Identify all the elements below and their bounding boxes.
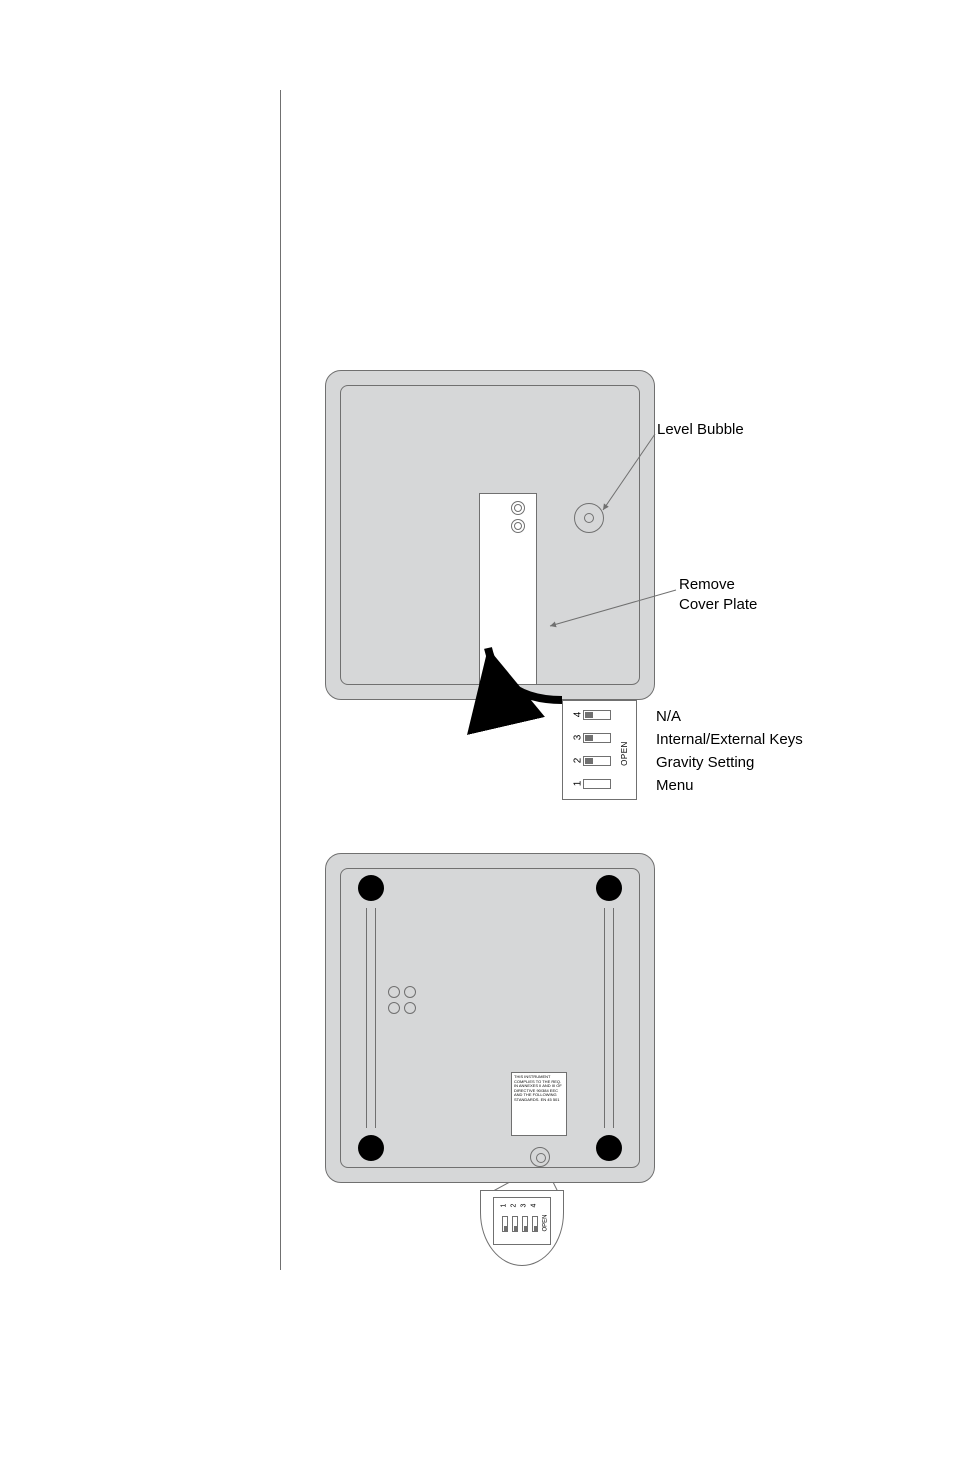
dip-number: 1 xyxy=(501,1202,508,1210)
diagram-top-panel xyxy=(325,370,655,700)
page-divider xyxy=(280,90,281,1270)
dip-switch-icon xyxy=(512,1216,518,1232)
dip-switch-icon xyxy=(522,1216,528,1232)
dip-number: 2 xyxy=(511,1202,518,1210)
dip-number: 3 xyxy=(521,1202,528,1210)
foot-icon xyxy=(596,1135,622,1161)
dip-number: 1 xyxy=(573,779,584,789)
dip-number: 4 xyxy=(531,1202,538,1210)
dip-open-label: OPEN xyxy=(620,741,629,766)
dip-number: 2 xyxy=(573,756,584,766)
dip-switch-icon xyxy=(583,733,611,743)
foot-icon xyxy=(358,1135,384,1161)
screw-hole-icon xyxy=(511,519,525,533)
level-bubble-icon xyxy=(574,503,604,533)
screw-hole-icon xyxy=(511,501,525,515)
dip-switch-icon xyxy=(532,1216,538,1232)
zoom-detail-bubble: 1 2 3 4 OPEN xyxy=(480,1190,564,1266)
dip-switch-icon xyxy=(583,756,611,766)
cover-plate xyxy=(479,493,537,685)
diagram-bottom-panel: THIS INSTRUMENT COMPLIES TO THE REQ. IN … xyxy=(325,853,655,1183)
label-remove-line2: Cover Plate xyxy=(679,596,757,613)
access-hole-icon xyxy=(530,1147,550,1167)
dip-legend: N/A xyxy=(656,708,681,725)
dip-switch-icon xyxy=(502,1216,508,1232)
dip-switch-icon xyxy=(583,779,611,789)
compliance-label: THIS INSTRUMENT COMPLIES TO THE REQ. IN … xyxy=(511,1072,567,1136)
dip-legend: Menu xyxy=(656,777,694,794)
annotation-arrows xyxy=(0,0,954,1475)
load-cell-holes xyxy=(388,986,418,1016)
dip-open-label: OPEN xyxy=(542,1214,548,1231)
foot-icon xyxy=(358,875,384,901)
dip-number: 4 xyxy=(573,710,584,720)
rail xyxy=(366,908,376,1128)
dip-legend: Gravity Setting xyxy=(656,754,754,771)
dip-legend: Internal/External Keys xyxy=(656,731,803,748)
dip-number: 3 xyxy=(573,733,584,743)
label-remove-line1: Remove xyxy=(679,576,735,593)
dip-switch-panel-small: 1 2 3 4 OPEN xyxy=(493,1197,551,1245)
dip-switch-icon xyxy=(583,710,611,720)
panel-inner-border xyxy=(340,868,640,1168)
dip-switch-panel: 4 3 2 1 OPEN xyxy=(562,700,637,800)
label-remove-cover: Remove Cover Plate xyxy=(679,575,757,614)
foot-icon xyxy=(596,875,622,901)
label-level-bubble: Level Bubble xyxy=(657,420,744,440)
rail xyxy=(604,908,614,1128)
